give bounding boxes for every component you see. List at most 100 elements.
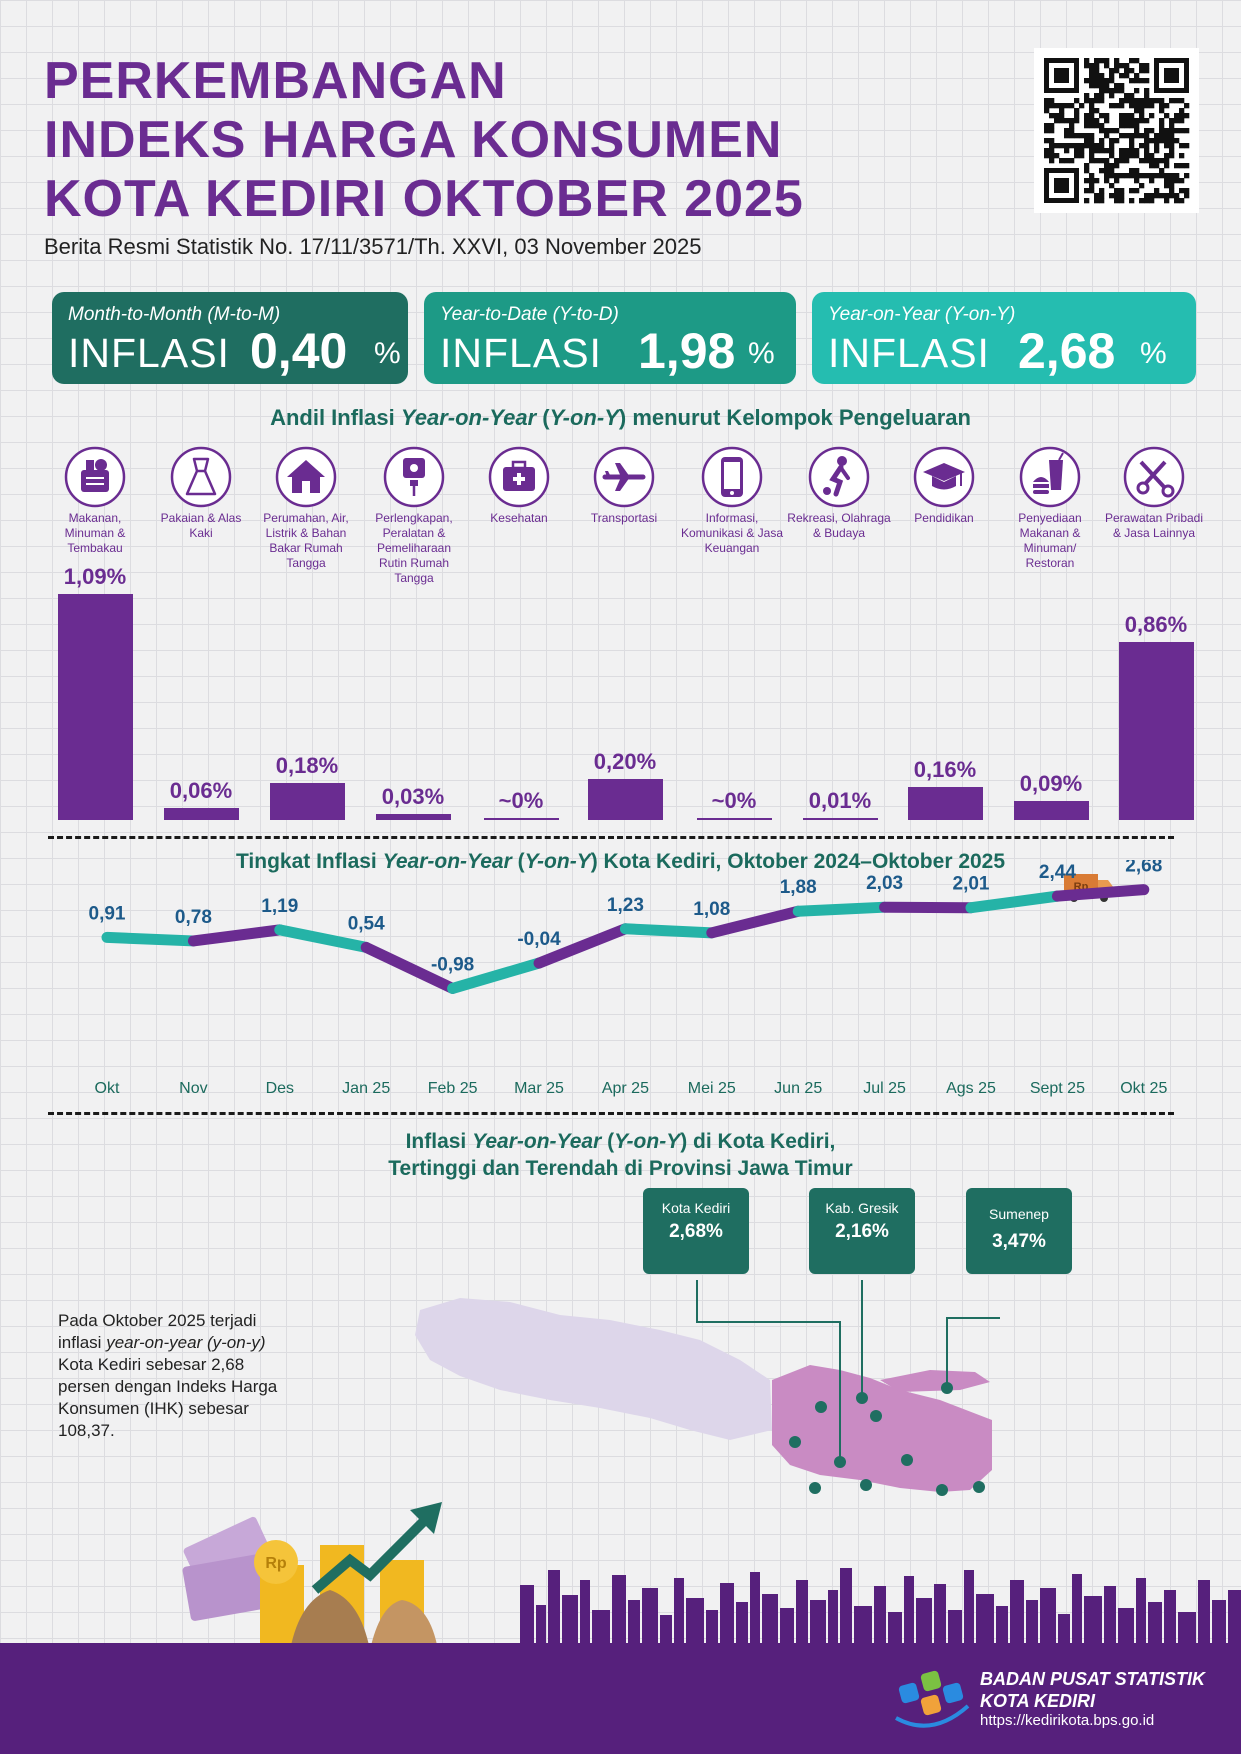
category-label: Transportasi <box>590 511 658 525</box>
title-part: ( <box>511 850 525 873</box>
x-tick-label: Sept 25 <box>1030 1080 1085 1097</box>
food-basket-icon <box>64 446 126 508</box>
trend-chart-title: Tingkat Inflasi Year-on-Year (Y-on-Y) Ko… <box>0 850 1241 874</box>
bar <box>375 813 451 820</box>
kpi-unit: % <box>1140 337 1167 370</box>
title-part: Year-on-Year <box>382 850 512 873</box>
title-part: Andil Inflasi <box>270 405 401 430</box>
line-segment <box>792 901 891 917</box>
title-part: Inflasi <box>405 1130 473 1153</box>
kpi-word: INFLASI <box>68 330 230 376</box>
x-tick-label: Jul 25 <box>863 1080 906 1097</box>
callout-connector <box>946 1317 1000 1388</box>
kpi-card-mtm: Month-to-Month (M-to-M) INFLASI 0,40 % <box>52 292 408 384</box>
title-line: KOTA KEDIRI OKTOBER 2025 <box>44 170 804 228</box>
title-part: ) Kota Kediri, Oktober 2024–Oktober 2025 <box>590 850 1006 873</box>
callout-connector <box>696 1280 841 1462</box>
category-label: Informasi, Komunikasi & Jasa Keuangan <box>680 511 784 555</box>
bar-value-label: 1,09% <box>63 564 127 589</box>
plug-icon <box>383 446 445 508</box>
bar <box>483 818 559 820</box>
callout-sumenep: Sumenep 3,47% <box>966 1188 1072 1274</box>
kpi-label: Year-to-Date (Y-to-D) <box>440 304 619 325</box>
x-tick-label: Mei 25 <box>688 1080 736 1097</box>
bar-value-label: 0,06% <box>169 777 233 803</box>
province-comparison-title: Inflasi Year-on-Year (Y-on-Y) di Kota Ke… <box>0 1128 1241 1182</box>
page-title: PERKEMBANGAN INDEKS HARGA KONSUMEN KOTA … <box>44 52 804 229</box>
east-java-shape <box>772 1365 992 1492</box>
bar-value-label: ~0% <box>498 788 544 813</box>
bar-value-label: 0,01% <box>808 787 872 813</box>
title-line: PERKEMBANGAN <box>44 52 507 110</box>
title-part: ) menurut Kelompok Pengeluaran <box>618 405 971 430</box>
callout-name: Kab. Gresik <box>825 1200 899 1216</box>
line-segment <box>360 941 459 994</box>
x-tick-label: Jan 25 <box>342 1080 390 1097</box>
scissors-comb-icon <box>1123 446 1185 508</box>
callout-value: 3,47% <box>992 1231 1046 1252</box>
house-icon <box>275 446 337 508</box>
line-segment <box>965 890 1063 914</box>
title-part: Year-on-Year <box>472 1130 602 1153</box>
title-part: Y-on-Y <box>524 850 591 873</box>
soccer-player-icon <box>808 446 870 508</box>
note-part: Kota Kediri sebesar 2,68 persen dengan I… <box>58 1355 278 1440</box>
map-marker <box>809 1482 821 1494</box>
category-label: Perawatan Pribadi & Jasa Lainnya <box>1104 511 1204 540</box>
x-tick-label: Okt 25 <box>1120 1080 1167 1097</box>
website-link[interactable]: https://kedirikota.bps.go.id <box>980 1712 1155 1729</box>
title-part: Tingkat Inflasi <box>235 850 383 873</box>
dress-icon <box>170 446 232 508</box>
organization-name: BADAN PUSAT STATISTIK KOTA KEDIRI <box>980 1668 1205 1712</box>
line-segment <box>619 923 718 939</box>
line-segment <box>706 905 804 939</box>
bar <box>587 778 663 820</box>
medical-kit-icon <box>488 446 550 508</box>
line-segment <box>533 923 631 969</box>
line-segment <box>1051 884 1150 902</box>
map-marker <box>973 1481 985 1493</box>
kpi-value: 0,40 <box>250 323 348 379</box>
bar <box>802 817 878 820</box>
map-marker <box>815 1401 827 1413</box>
graduation-cap-icon <box>913 446 975 508</box>
point-value-label: 1,23 <box>607 895 644 916</box>
kpi-word: INFLASI <box>828 330 990 376</box>
smartphone-icon <box>701 446 763 508</box>
point-value-label: 0,78 <box>175 907 212 928</box>
map-marker <box>789 1436 801 1448</box>
x-tick-label: Okt <box>95 1080 120 1097</box>
x-tick-label: Jun 25 <box>774 1080 822 1097</box>
note-part: Pada Oktober 2025 terjadi inflasi <box>58 1311 257 1352</box>
point-value-label: 2,68 <box>1125 860 1162 877</box>
point-value-label: 1,19 <box>261 896 298 917</box>
release-reference: Berita Resmi Statistik No. 17/11/3571/Th… <box>44 234 702 259</box>
bps-logo-icon <box>895 1670 970 1728</box>
point-value-label: 1,88 <box>780 877 817 898</box>
map-marker <box>856 1392 868 1404</box>
line-segment <box>187 924 286 947</box>
map-marker <box>860 1479 872 1491</box>
kpi-value: 1,98 <box>638 323 736 379</box>
title-part: Y-on-Y <box>614 1130 681 1153</box>
map-marker <box>936 1484 948 1496</box>
bar <box>163 807 239 820</box>
money-growth-illustration: Rp <box>182 1502 442 1650</box>
line-segment <box>447 957 545 994</box>
map-marker <box>870 1410 882 1422</box>
point-value-label: 0,54 <box>348 913 385 934</box>
kpi-card-ytd: Year-to-Date (Y-to-D) INFLASI 1,98 % <box>424 292 796 384</box>
qr-code-icon[interactable] <box>1034 48 1199 213</box>
bar <box>269 782 345 820</box>
footer-band <box>0 1643 1241 1754</box>
bar-value-label: 0,20% <box>593 748 657 774</box>
kpi-label: Year-on-Year (Y-on-Y) <box>828 304 1016 325</box>
bar-value-label: 0,16% <box>913 756 977 782</box>
kpi-label: Month-to-Month (M-to-M) <box>68 304 281 325</box>
title-part: ( <box>601 1130 615 1153</box>
callout-name: Kota Kediri <box>661 1200 731 1216</box>
x-tick-label: Feb 25 <box>428 1080 478 1097</box>
contribution-chart-title: Andil Inflasi Year-on-Year (Y-on-Y) menu… <box>0 405 1241 431</box>
point-value-label: 1,08 <box>693 899 730 920</box>
bar-value-label: 0,03% <box>381 783 445 809</box>
